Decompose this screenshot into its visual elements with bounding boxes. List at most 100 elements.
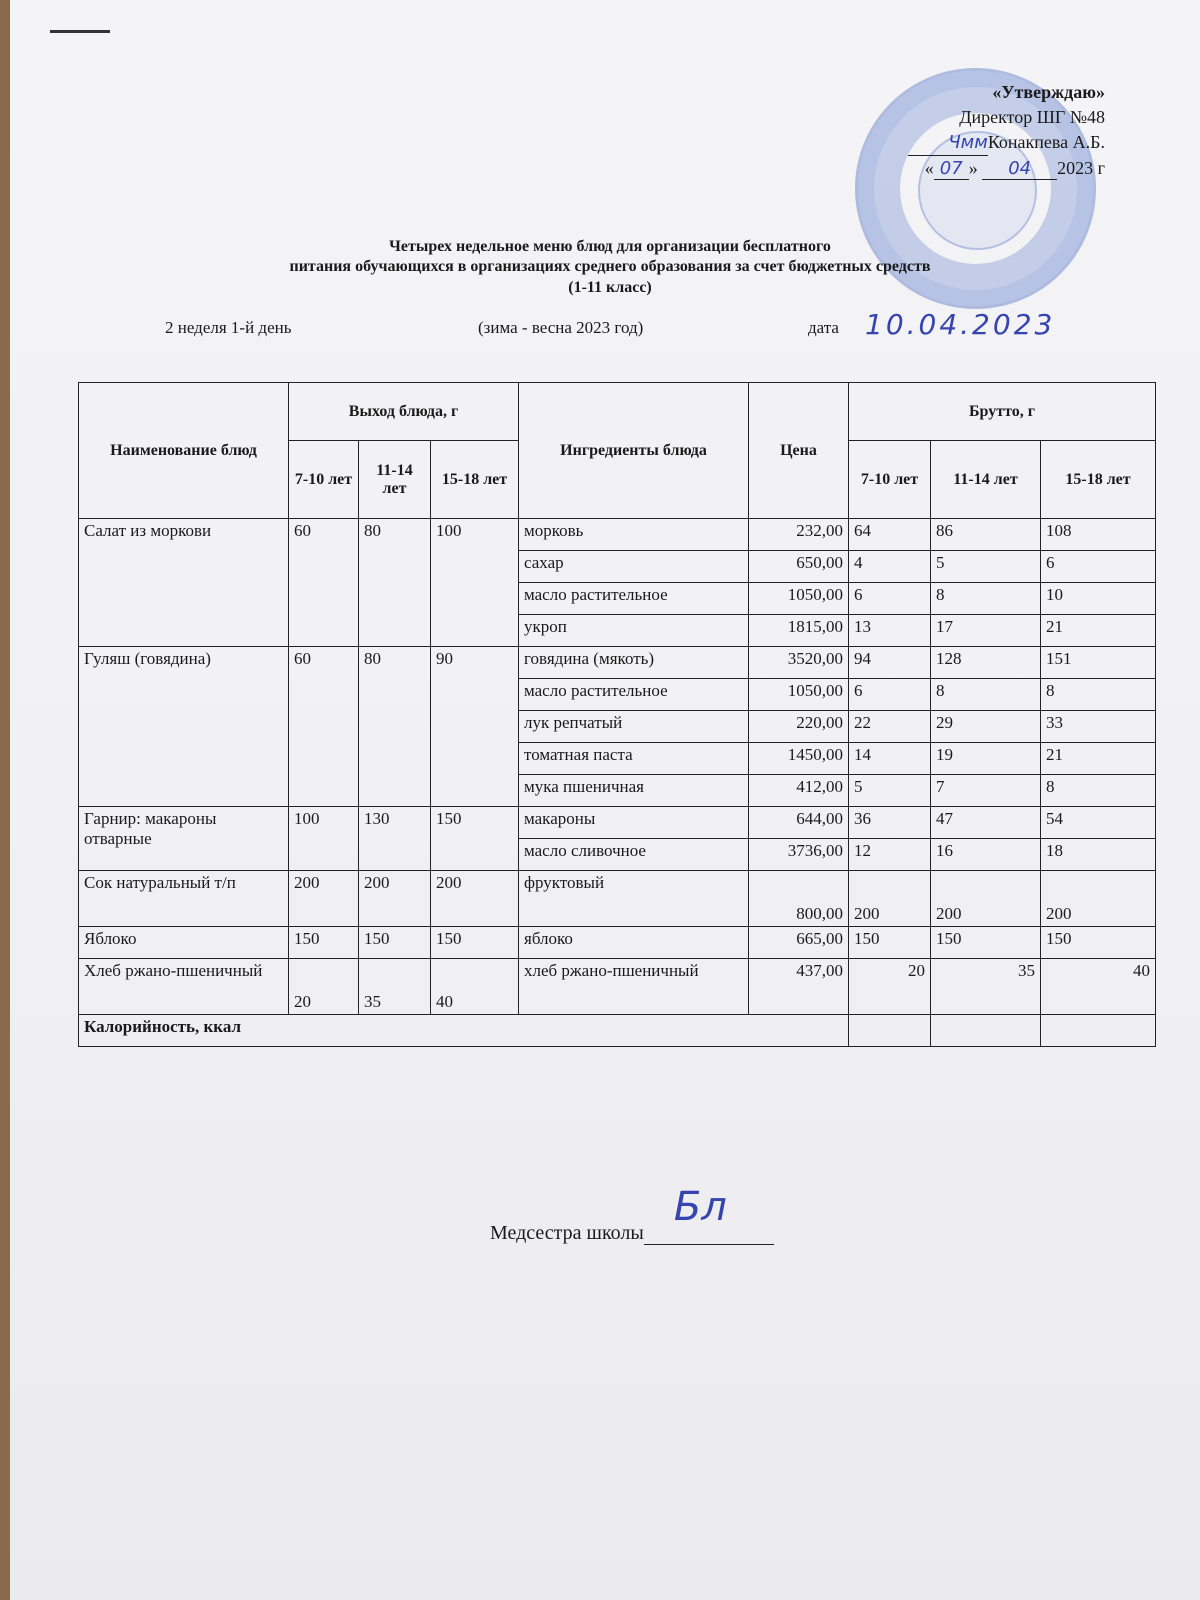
table-row: масло растительное 1050,00 6 8 10 [79,582,1156,615]
ingredient-brutto: 36 [848,806,931,839]
approval-day: 07 [933,158,969,180]
dish-yield: 20 [288,958,359,1015]
ingredient-brutto: 150 [1040,926,1156,959]
table-row: Гарнир: макароны отварные 100 130 150 макаро… [78,806,1156,871]
ingredient-brutto: 200 [930,870,1041,927]
menu-table: Наименование блюд Выход блюда, г Ингреди… [78,382,1156,1047]
calories-label: Калорийность, ккал [78,1014,849,1047]
ingredient-brutto: 150 [930,926,1041,959]
dish-yield: 100 [288,806,359,871]
header-yield: Выход блюда, г [288,382,519,441]
ingredient-price: 220,00 [748,710,849,743]
ingredient-brutto: 5 [930,550,1041,583]
dish-name: Гарнир: макароны отварные [78,806,289,871]
ingredient-name: фруктовый [518,870,749,927]
ingredient-brutto: 21 [1040,614,1156,647]
table-row: масло растительное 1050,00 6 8 8 [79,678,1156,711]
ingredient-brutto: 13 [848,614,931,647]
ingredient-name: укроп [518,614,749,647]
dish-name: Хлеб ржано-пшеничный [78,958,289,1015]
header-ingredients: Ингредиенты блюда [518,382,749,519]
dish-yield: 200 [358,870,431,927]
ingredient-name: масло растительное [518,678,749,711]
week-day: 2 неделя 1-й день [165,318,292,337]
dish-yield: 130 [358,806,431,871]
ingredient-price: 1050,00 [748,678,849,711]
table-row: Сок натуральный т/п 200 200 200 фруктовый 800… [78,870,1156,927]
ingredient-brutto: 64 [848,518,931,551]
nurse-label: Медсестра школы [490,1222,644,1244]
ingredient-name: яблоко [518,926,749,959]
table-row: Хлеб ржано-пшеничный 20 35 40 хлеб ржано-пше… [78,958,1156,1015]
ingredient-brutto: 4 [848,550,931,583]
approval-year: 2023 г [1057,158,1105,178]
ingredient-name: говядина (мякоть) [518,646,749,679]
calories-value [930,1014,1041,1047]
calories-row: Калорийность, ккал [78,1014,1156,1047]
ingredient-brutto: 6 [848,582,931,615]
title-line-2: питания обучающихся в организациях средн… [289,258,931,275]
table-row: мука пшеничная 412,00 5 7 8 [79,774,1156,807]
ingredient-price: 800,00 [748,870,849,927]
ingredient-price: 650,00 [748,550,849,583]
dish-yield: 40 [430,958,519,1015]
ingredient-brutto: 21 [1040,742,1156,775]
ingredient-brutto: 8 [1040,678,1156,711]
ingredient-price: 665,00 [748,926,849,959]
ingredient-name: морковь [518,518,749,551]
dish-yield: 200 [430,870,519,927]
document-page: «Утверждаю» Директор ШГ №48 ЧммКонакпева… [10,0,1200,1600]
approval-block: «Утверждаю» Директор ШГ №48 ЧммКонакпева… [907,80,1105,181]
dish-yield: 80 [358,646,431,807]
date-label: дата [808,318,839,337]
season: (зима - весна 2023 год) [478,318,644,337]
ingredient-brutto: 19 [930,742,1041,775]
ingredient-brutto: 108 [1040,518,1156,551]
table-row: Салат из моркови 60 80 100 морковь 232,00 64 86… [78,518,1156,647]
table-row: Яблоко 150 150 150 яблоко 665,00 150 150 150 [78,926,1156,959]
dish-yield: 80 [358,518,431,647]
ingredient-name: лук репчатый [518,710,749,743]
ingredient-brutto: 18 [1040,838,1156,871]
table-row: лук репчатый 220,00 22 29 33 [79,710,1156,743]
ingredient-price: 232,00 [748,518,849,551]
ingredient-brutto: 8 [1040,774,1156,807]
ingredient-brutto: 5 [848,774,931,807]
ingredient-brutto: 7 [930,774,1041,807]
header-brutto-age-11-14: 11-14 лет [930,440,1041,519]
ingredient-brutto: 54 [1040,806,1156,839]
ingredient-brutto: 128 [930,646,1041,679]
ingredient-name: томатная паста [518,742,749,775]
table-row: масло сливочное 3736,00 12 16 18 [79,838,1156,871]
dish-yield: 150 [358,926,431,959]
dish-name: Яблоко [78,926,289,959]
ingredient-name: масло сливочное [518,838,749,871]
ingredient-brutto: 10 [1040,582,1156,615]
ingredient-brutto: 150 [848,926,931,959]
ingredient-price: 644,00 [748,806,849,839]
dish-name: Сок натуральный т/п [78,870,289,927]
ingredient-brutto: 8 [930,678,1041,711]
ingredient-name: макароны [518,806,749,839]
approver-title: Директор ШГ №48 [959,107,1105,127]
dish-yield: 100 [430,518,519,647]
ingredient-price: 412,00 [748,774,849,807]
ingredient-brutto: 35 [930,958,1041,1015]
ingredient-brutto: 8 [930,582,1041,615]
ingredient-name: сахар [518,550,749,583]
ingredient-price: 437,00 [748,958,849,1015]
header-yield-age-15-18: 15-18 лет [430,440,519,519]
title-line-3: (1-11 класс) [568,279,652,296]
ingredient-price: 1050,00 [748,582,849,615]
ingredient-brutto: 40 [1040,958,1156,1015]
ingredient-name: мука пшеничная [518,774,749,807]
dash-mark [50,30,110,33]
dish-yield: 60 [288,518,359,647]
header-yield-age-7-10: 7-10 лет [288,440,359,519]
ingredient-brutto: 29 [930,710,1041,743]
ingredient-price: 1450,00 [748,742,849,775]
header-brutto: Брутто, г [848,382,1156,441]
dish-yield: 35 [358,958,431,1015]
ingredient-price: 1815,00 [748,614,849,647]
ingredient-brutto: 47 [930,806,1041,839]
